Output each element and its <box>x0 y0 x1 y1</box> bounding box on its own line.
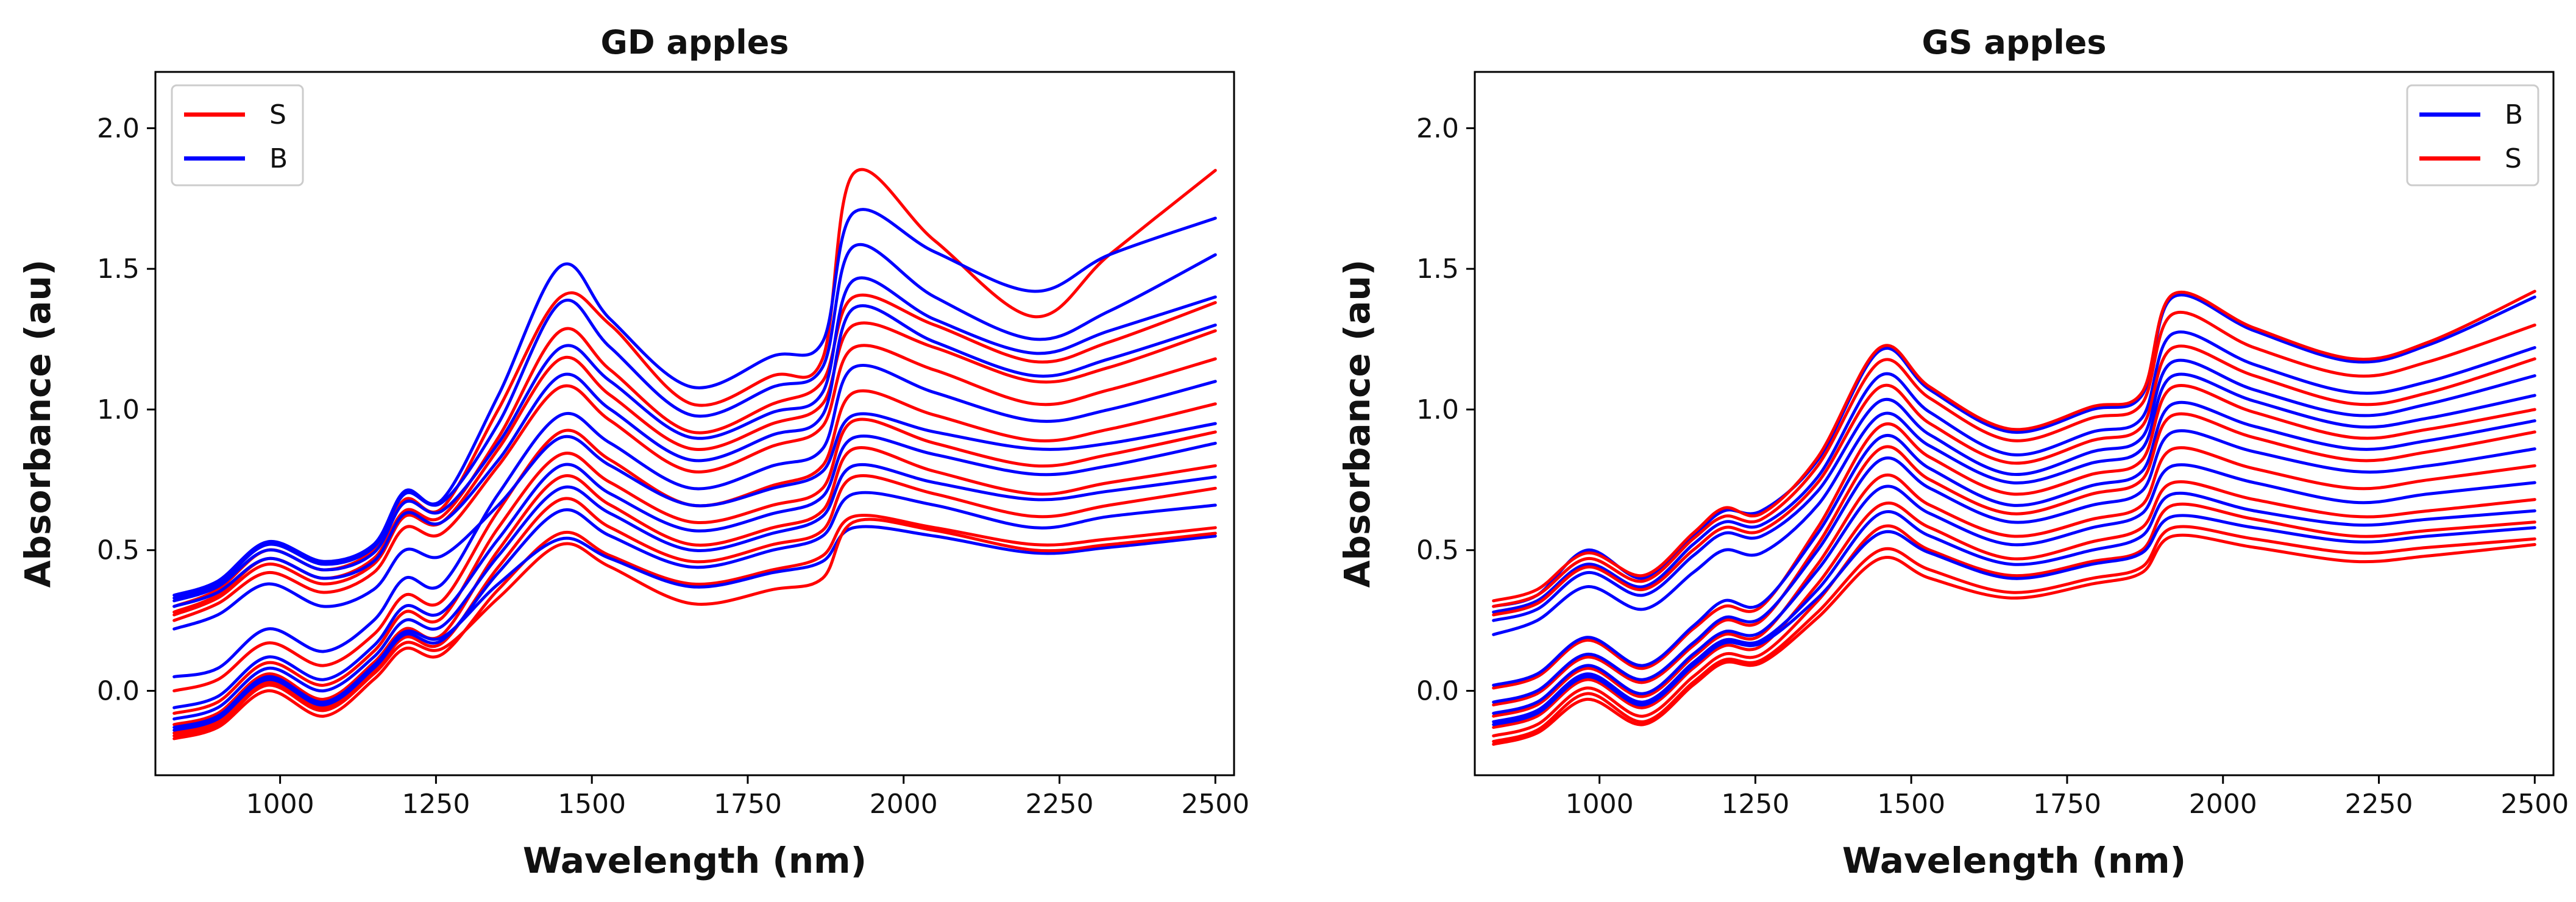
series-line-s-11 <box>1492 446 2536 718</box>
series-line-b-14 <box>172 463 1217 721</box>
series-line-b-6 <box>172 304 1217 608</box>
series-line-b-0 <box>1492 293 2536 608</box>
y-tick-label: 1.0 <box>1416 394 1459 425</box>
series-line-s-15 <box>1492 502 2536 737</box>
series-line-s-19 <box>172 517 1217 737</box>
series-line-s-17 <box>172 513 1217 740</box>
y-tick-label: 0.0 <box>1416 676 1459 707</box>
series-line-b-10 <box>172 412 1217 631</box>
legend-label-b: B <box>269 143 288 174</box>
y-tick-label: 2.0 <box>97 113 140 144</box>
series-line-s-18 <box>1492 533 2536 746</box>
series-line-b-12 <box>1492 463 2536 715</box>
series-line-b-8 <box>1492 400 2536 687</box>
chart-gs-apples: GS apples 1000 1250 1500 1750 2000 2250 2500 0… <box>1336 23 2569 881</box>
series-line-s-9 <box>172 389 1217 692</box>
series-line-s-7 <box>172 344 1217 622</box>
y-tick-label: 0.0 <box>97 676 140 707</box>
series-line-s-9 <box>1492 412 2536 707</box>
x-axis: 1000 1250 1500 1750 2000 2250 2500 <box>1566 775 2569 820</box>
chart-title: GS apples <box>1921 23 2106 62</box>
series-line-b-1 <box>172 208 1217 597</box>
x-tick-label: 1500 <box>558 789 626 820</box>
y-tick-label: 0.5 <box>97 535 140 566</box>
chart-title: GD apples <box>601 23 789 62</box>
y-tick-label: 1.0 <box>97 394 140 425</box>
series-line-s-13 <box>1492 480 2536 729</box>
series-line-s-7 <box>1492 383 2536 690</box>
series-line-s-1 <box>1492 289 2536 603</box>
x-tick-label: 2250 <box>1026 789 1094 820</box>
x-tick-label: 1000 <box>1566 789 1634 820</box>
x-tick-label: 2500 <box>2500 789 2569 820</box>
series-line-b-14 <box>1492 491 2536 723</box>
series-line-b-18 <box>172 525 1217 729</box>
y-tick-label: 0.5 <box>1416 535 1459 566</box>
x-axis: 1000 1250 1500 1750 2000 2250 2500 <box>246 775 1249 820</box>
x-tick-label: 1250 <box>402 789 470 820</box>
legend-label-b: B <box>2505 99 2523 130</box>
y-tick-label: 1.5 <box>97 254 140 285</box>
y-axis-label: Absorbance (au) <box>1336 260 1378 588</box>
x-tick-label: 2000 <box>870 789 938 820</box>
x-tick-label: 1750 <box>714 789 782 820</box>
series-line-s-13 <box>172 446 1217 726</box>
legend: SB <box>171 84 304 186</box>
series-line-b-4 <box>172 276 1217 603</box>
series-line-s-15 <box>172 474 1217 735</box>
plot-frame <box>1474 71 2555 776</box>
y-axis: 0.0 0.5 1.0 1.5 2.0 <box>97 113 155 707</box>
plot-frame <box>154 71 1235 776</box>
x-tick-label: 1500 <box>1877 789 1945 820</box>
x-tick-label: 2500 <box>1181 789 1249 820</box>
y-axis: 0.0 0.5 1.0 1.5 2.0 <box>1416 113 1475 707</box>
y-tick-label: 1.5 <box>1416 254 1459 285</box>
series-line-s-2 <box>1492 310 2536 608</box>
y-axis-label: Absorbance (au) <box>17 260 59 588</box>
legend: BS <box>2406 84 2539 186</box>
series-line-b-10 <box>1492 429 2536 704</box>
series-line-b-2 <box>172 243 1217 600</box>
series-line-b-6 <box>1492 372 2536 636</box>
series-line-b-5 <box>1492 358 2536 622</box>
series-line-s-5 <box>172 321 1217 617</box>
series-line-b-16 <box>172 491 1217 732</box>
series-line-b-3 <box>1492 330 2536 614</box>
x-axis-label: Wavelength (nm) <box>523 840 867 881</box>
series-lines <box>1492 289 2536 746</box>
series-line-b-8 <box>172 363 1217 678</box>
x-tick-label: 1750 <box>2033 789 2101 820</box>
series-line-s-17 <box>1492 525 2536 744</box>
x-axis-label: Wavelength (nm) <box>1842 840 2186 881</box>
x-tick-label: 1000 <box>246 789 314 820</box>
x-tick-label: 1250 <box>1721 789 1789 820</box>
series-lines <box>172 168 1217 740</box>
y-tick-label: 2.0 <box>1416 113 1459 144</box>
series-line-s-11 <box>172 417 1217 715</box>
series-line-s-4 <box>1492 344 2536 617</box>
legend-label-s: S <box>2505 143 2522 174</box>
series-line-b-12 <box>172 434 1217 709</box>
x-tick-label: 2000 <box>2189 789 2257 820</box>
legend-label-s: S <box>269 99 286 130</box>
chart-gd-apples: GD apples 1000 1250 1500 1750 2000 2250 2500 0… <box>17 23 1249 881</box>
x-tick-label: 2250 <box>2345 789 2413 820</box>
series-line-b-16 <box>1492 514 2536 726</box>
